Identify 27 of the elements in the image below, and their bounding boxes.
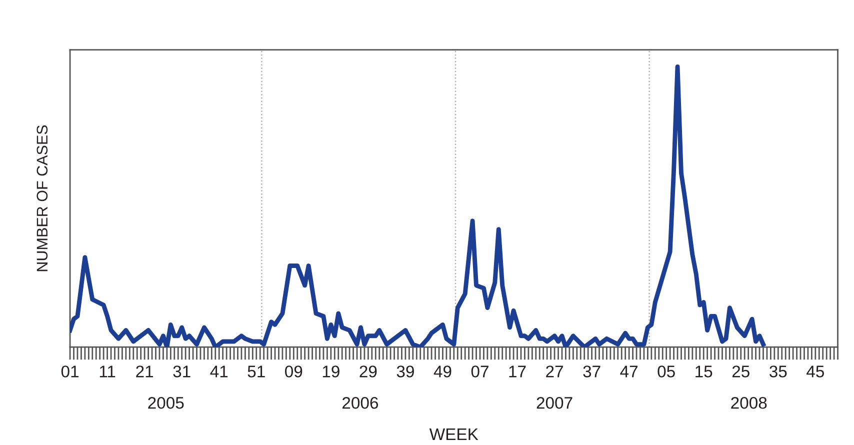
x-axis-title: WEEK xyxy=(429,428,478,440)
x2-tick-label: 2005 xyxy=(148,396,184,409)
x-tick-label: 29 xyxy=(360,366,377,378)
x-tick-label: 47 xyxy=(620,366,638,378)
x-tick-label: 05 xyxy=(658,366,675,378)
x-tick-label: 51 xyxy=(248,366,265,378)
x-tick-label: 37 xyxy=(583,366,600,378)
x-tick-label: 01 xyxy=(61,366,78,378)
y-axis-title: NUMBER OF CASES xyxy=(36,125,48,272)
x-tick-label: 09 xyxy=(285,366,302,378)
x-tick-label: 45 xyxy=(806,366,824,378)
x-tick-label: 15 xyxy=(696,366,712,378)
x-tick-label: 35 xyxy=(770,366,787,378)
x-tick-label: 17 xyxy=(509,366,526,378)
x-tick-label: 41 xyxy=(210,366,228,378)
x-tick-label: 21 xyxy=(136,366,154,378)
x-tick-label: 25 xyxy=(732,366,750,378)
x-tick-label: 19 xyxy=(322,366,340,378)
x-tick-label: 31 xyxy=(173,366,190,378)
x2-tick-label: 2008 xyxy=(731,396,767,409)
x2-tick-label: 2007 xyxy=(536,396,572,409)
x2-tick-label: 2006 xyxy=(342,396,378,409)
x-tick-label: 49 xyxy=(434,366,452,378)
x-tick-label: 39 xyxy=(396,366,414,378)
x-tick-label: 27 xyxy=(546,366,563,378)
x-tick-label: 11 xyxy=(100,366,116,378)
x-tick-label: 07 xyxy=(471,366,488,378)
